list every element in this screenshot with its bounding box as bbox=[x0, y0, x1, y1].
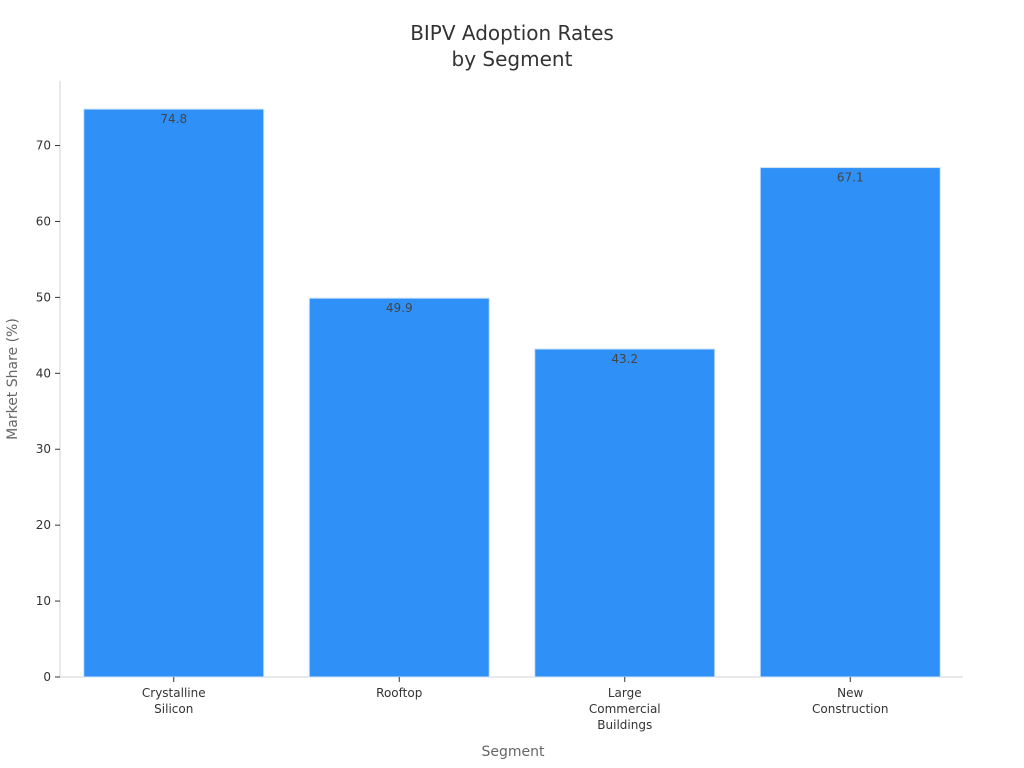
bars bbox=[83, 108, 941, 678]
bar-value-label: 43.2 bbox=[611, 352, 638, 366]
bar-value-label: 67.1 bbox=[837, 171, 864, 185]
y-tick-label: 70 bbox=[36, 139, 51, 153]
x-tick-label-line: Rooftop bbox=[376, 686, 422, 700]
bar-value-label: 49.9 bbox=[386, 301, 413, 315]
x-tick-label: Rooftop bbox=[376, 686, 422, 700]
y-tick-label: 0 bbox=[43, 670, 51, 684]
y-tick-label: 60 bbox=[36, 214, 51, 228]
y-ticks: 0 10 20 30 40 50 60 70 bbox=[36, 139, 60, 684]
bar bbox=[83, 108, 265, 678]
x-axis-title: Segment bbox=[482, 744, 546, 760]
x-tick-label: New Construction bbox=[812, 686, 888, 716]
x-tick-label-line: Crystalline bbox=[142, 686, 206, 700]
y-tick-label: 10 bbox=[36, 594, 51, 608]
x-tick-label-line: Construction bbox=[812, 702, 888, 716]
x-tick-label-line: Silicon bbox=[154, 702, 193, 716]
x-tick-label-line: Buildings bbox=[597, 718, 652, 732]
y-tick-label: 20 bbox=[36, 518, 51, 532]
y-tick-label: 40 bbox=[36, 366, 51, 380]
bar bbox=[308, 297, 490, 678]
chart-title-line: BIPV Adoption Rates bbox=[410, 21, 614, 45]
y-axis-title: Market Share (%) bbox=[5, 318, 21, 440]
x-tick-label-line: Commercial bbox=[589, 702, 661, 716]
y-tick-label: 50 bbox=[36, 290, 51, 304]
x-tick-label-line: New bbox=[837, 686, 863, 700]
bar-value-label: 74.8 bbox=[160, 112, 187, 126]
chart-title-line: by Segment bbox=[452, 47, 573, 71]
y-tick-label: 30 bbox=[36, 442, 51, 456]
x-axis-label: Segment bbox=[482, 744, 546, 760]
bar bbox=[534, 348, 716, 678]
bar bbox=[759, 167, 941, 678]
x-tick-label: Crystalline Silicon bbox=[142, 686, 206, 716]
data-labels: 74.8 49.9 43.2 67.1 bbox=[160, 112, 863, 366]
y-axis-label: Market Share (%) bbox=[5, 318, 21, 440]
x-tick-label-line: Large bbox=[608, 686, 642, 700]
x-tick-label: Large Commercial Buildings bbox=[589, 686, 661, 732]
x-ticks: Crystalline Silicon Rooftop Large Commercial… bbox=[142, 677, 888, 732]
